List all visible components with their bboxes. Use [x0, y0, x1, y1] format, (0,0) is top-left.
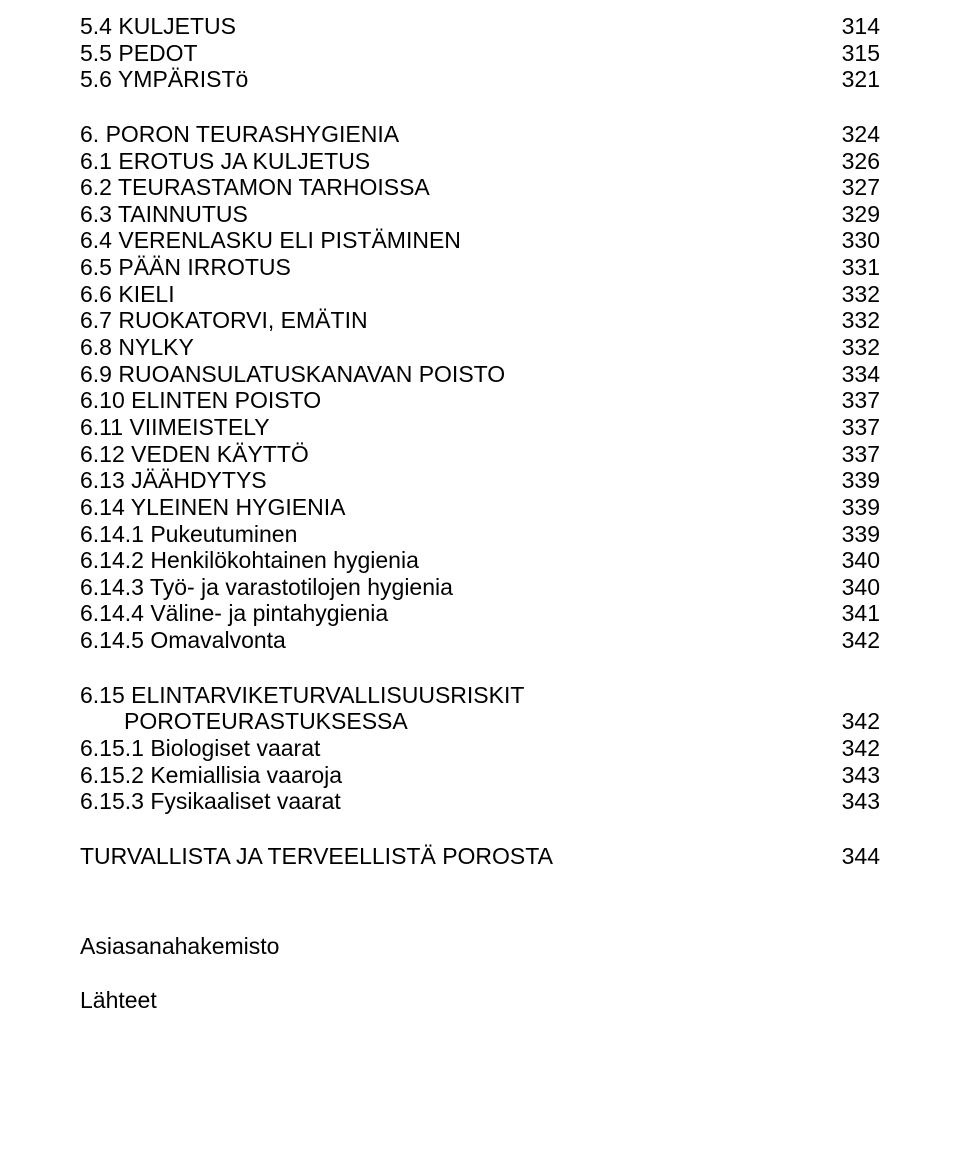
toc-page-number: 326	[830, 149, 880, 173]
toc-row: 5.5 PEDOT 315	[80, 41, 880, 65]
toc-page-number: 321	[830, 67, 880, 91]
toc-row: 6.11 VIIMEISTELY 337	[80, 415, 880, 439]
toc-row: 5.4 KULJETUS 314	[80, 14, 880, 38]
toc-row: 5.6 YMPÄRISTö 321	[80, 67, 880, 91]
toc-label: 6.6 KIELI	[80, 282, 175, 306]
toc-page-number: 334	[830, 362, 880, 386]
group-gap	[80, 816, 880, 844]
toc-label: 6.12 VEDEN KÄYTTÖ	[80, 442, 309, 466]
index-heading: Asiasanahakemisto	[80, 934, 880, 958]
toc-label: 6.14.2 Henkilökohtainen hygienia	[80, 548, 419, 572]
toc-page-number: 327	[830, 175, 880, 199]
toc-page-number: 332	[830, 308, 880, 332]
toc-row: 6.4 VERENLASKU ELI PISTÄMINEN 330	[80, 228, 880, 252]
toc-page-number: 332	[830, 335, 880, 359]
toc-label: TURVALLISTA JA TERVEELLISTÄ POROSTA	[80, 844, 553, 868]
toc-label: 6.14.5 Omavalvonta	[80, 628, 286, 652]
toc-row: 6.7 RUOKATORVI, EMÄTIN 332	[80, 308, 880, 332]
toc-page-number: 332	[830, 282, 880, 306]
toc-page-number: 343	[830, 789, 880, 813]
toc-row: 6.14.2 Henkilökohtainen hygienia 340	[80, 548, 880, 572]
group-gap	[80, 94, 880, 122]
toc-row: 6.14.5 Omavalvonta 342	[80, 628, 880, 652]
toc-row: 6.13 JÄÄHDYTYS 339	[80, 468, 880, 492]
toc-row: 6.15 ELINTARVIKETURVALLISUUSRISKIT	[80, 683, 880, 707]
toc-row: 6.6 KIELI 332	[80, 282, 880, 306]
toc-page-number: 337	[830, 388, 880, 412]
toc-label: 6.9 RUOANSULATUSKANAVAN POISTO	[80, 362, 505, 386]
toc-row: 6.12 VEDEN KÄYTTÖ 337	[80, 442, 880, 466]
toc-page-number: 330	[830, 228, 880, 252]
toc-label: 6.15.2 Kemiallisia vaaroja	[80, 763, 342, 787]
toc-label: 6.2 TEURASTAMON TARHOISSA	[80, 175, 430, 199]
toc-page-number: 344	[830, 844, 880, 868]
toc-page-number: 340	[830, 548, 880, 572]
toc-row: 6. PORON TEURASHYGIENIA 324	[80, 122, 880, 146]
toc-row: POROTEURASTUKSESSA 342	[80, 709, 880, 733]
bottom-section: Asiasanahakemisto Lähteet	[80, 934, 880, 1012]
toc-page-number: 324	[830, 122, 880, 146]
toc-label: 6.11 VIIMEISTELY	[80, 415, 270, 439]
toc-row: 6.15.2 Kemiallisia vaaroja 343	[80, 763, 880, 787]
toc-label: 6.14.3 Työ- ja varastotilojen hygienia	[80, 575, 453, 599]
toc-label: 6.8 NYLKY	[80, 335, 194, 359]
toc-page-number: 337	[830, 415, 880, 439]
toc-label: 6. PORON TEURASHYGIENIA	[80, 122, 399, 146]
toc-label: 6.15.3 Fysikaaliset vaarat	[80, 789, 341, 813]
toc-label: 6.13 JÄÄHDYTYS	[80, 468, 267, 492]
toc-row: 6.14 YLEINEN HYGIENIA 339	[80, 495, 880, 519]
toc-row: 6.2 TEURASTAMON TARHOISSA 327	[80, 175, 880, 199]
group-gap	[80, 655, 880, 683]
toc-page-number: 342	[830, 709, 880, 733]
toc-label: 5.5 PEDOT	[80, 41, 198, 65]
toc-row: TURVALLISTA JA TERVEELLISTÄ POROSTA 344	[80, 844, 880, 868]
toc-page-number: 329	[830, 202, 880, 226]
toc-row: 6.5 PÄÄN IRROTUS 331	[80, 255, 880, 279]
toc-page-number: 339	[830, 495, 880, 519]
toc-page-number: 341	[830, 601, 880, 625]
toc-page-number: 342	[830, 628, 880, 652]
toc-row: 6.15.3 Fysikaaliset vaarat 343	[80, 789, 880, 813]
toc-row: 6.15.1 Biologiset vaarat 342	[80, 736, 880, 760]
sources-heading: Lähteet	[80, 988, 880, 1012]
toc-page-number: 343	[830, 763, 880, 787]
toc-page-number: 331	[830, 255, 880, 279]
toc-label: 6.10 ELINTEN POISTO	[80, 388, 321, 412]
toc-label: 6.15.1 Biologiset vaarat	[80, 736, 320, 760]
toc-page-number: 340	[830, 575, 880, 599]
toc-label: 6.4 VERENLASKU ELI PISTÄMINEN	[80, 228, 461, 252]
toc-row: 6.14.3 Työ- ja varastotilojen hygienia 34…	[80, 575, 880, 599]
toc-page-number: 339	[830, 522, 880, 546]
toc-label: 6.7 RUOKATORVI, EMÄTIN	[80, 308, 368, 332]
toc-row: 6.8 NYLKY 332	[80, 335, 880, 359]
toc-row: 6.9 RUOANSULATUSKANAVAN POISTO 334	[80, 362, 880, 386]
table-of-contents: 5.4 KULJETUS3145.5 PEDOT3155.6 YMPÄRISTö…	[80, 14, 880, 868]
toc-page-number: 342	[830, 736, 880, 760]
toc-row: 6.14.1 Pukeutuminen 339	[80, 522, 880, 546]
toc-row: 6.14.4 Väline- ja pintahygienia 341	[80, 601, 880, 625]
toc-label: 6.3 TAINNUTUS	[80, 202, 248, 226]
toc-page-number: 337	[830, 442, 880, 466]
toc-label: 6.15 ELINTARVIKETURVALLISUUSRISKIT	[80, 683, 524, 707]
toc-label: 6.14.4 Väline- ja pintahygienia	[80, 601, 388, 625]
toc-label: 5.6 YMPÄRISTö	[80, 67, 248, 91]
toc-page-number: 315	[830, 41, 880, 65]
toc-label: 6.14.1 Pukeutuminen	[80, 522, 297, 546]
toc-label: POROTEURASTUKSESSA	[80, 709, 408, 733]
toc-row: 6.3 TAINNUTUS 329	[80, 202, 880, 226]
toc-row: 6.1 EROTUS JA KULJETUS 326	[80, 149, 880, 173]
toc-page-number: 339	[830, 468, 880, 492]
toc-page-number: 314	[830, 14, 880, 38]
toc-label: 6.14 YLEINEN HYGIENIA	[80, 495, 345, 519]
toc-label: 6.5 PÄÄN IRROTUS	[80, 255, 291, 279]
toc-label: 6.1 EROTUS JA KULJETUS	[80, 149, 370, 173]
toc-label: 5.4 KULJETUS	[80, 14, 236, 38]
toc-row: 6.10 ELINTEN POISTO 337	[80, 388, 880, 412]
